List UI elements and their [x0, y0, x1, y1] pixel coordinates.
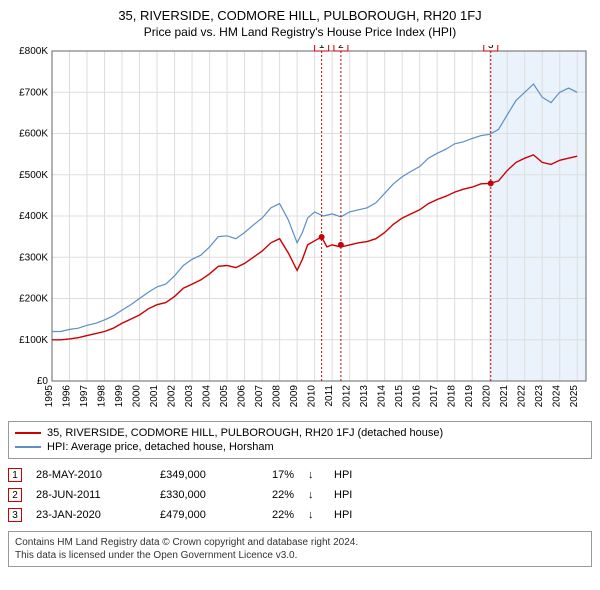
svg-text:2003: 2003	[184, 385, 195, 408]
svg-text:2021: 2021	[499, 385, 510, 408]
svg-text:£400K: £400K	[19, 211, 48, 222]
event-row: 2 28-JUN-2011 £330,000 22% ↓ HPI	[8, 485, 592, 505]
line-chart-svg: £0£100K£200K£300K£400K£500K£600K£700K£80…	[8, 45, 592, 415]
svg-text:£300K: £300K	[19, 252, 48, 263]
event-price: £349,000	[160, 469, 240, 481]
legend-item: HPI: Average price, detached house, Hors…	[15, 440, 585, 454]
svg-text:1995: 1995	[44, 385, 55, 408]
chart-subtitle: Price paid vs. HM Land Registry's House …	[8, 25, 592, 39]
svg-text:£700K: £700K	[19, 87, 48, 98]
svg-text:2018: 2018	[447, 385, 458, 408]
svg-text:2025: 2025	[569, 385, 580, 408]
legend-item: 35, RIVERSIDE, CODMORE HILL, PULBOROUGH,…	[15, 426, 585, 440]
svg-text:1997: 1997	[79, 385, 90, 408]
legend: 35, RIVERSIDE, CODMORE HILL, PULBOROUGH,…	[8, 421, 592, 459]
event-price: £330,000	[160, 489, 240, 501]
legend-label: 35, RIVERSIDE, CODMORE HILL, PULBOROUGH,…	[47, 427, 443, 439]
event-date: 28-MAY-2010	[36, 469, 146, 481]
svg-text:2011: 2011	[324, 385, 335, 407]
svg-text:2006: 2006	[237, 385, 248, 408]
event-suffix: HPI	[334, 469, 352, 481]
event-marker: 3	[8, 508, 22, 522]
svg-text:1996: 1996	[62, 385, 73, 408]
chart-title: 35, RIVERSIDE, CODMORE HILL, PULBOROUGH,…	[8, 8, 592, 23]
svg-text:£800K: £800K	[19, 46, 48, 57]
chart-area: £0£100K£200K£300K£400K£500K£600K£700K£80…	[8, 45, 592, 415]
event-pct: 17%	[254, 469, 294, 481]
svg-text:1: 1	[319, 45, 325, 51]
svg-text:£600K: £600K	[19, 129, 48, 140]
events-table: 1 28-MAY-2010 £349,000 17% ↓ HPI 2 28-JUN-2011 £…	[8, 465, 592, 525]
svg-text:2024: 2024	[552, 385, 563, 408]
svg-text:2010: 2010	[307, 385, 318, 408]
svg-text:1998: 1998	[97, 385, 108, 408]
svg-text:2012: 2012	[342, 385, 353, 408]
event-suffix: HPI	[334, 509, 352, 521]
down-arrow-icon: ↓	[308, 489, 320, 501]
event-marker: 1	[8, 468, 22, 482]
svg-text:£100K: £100K	[19, 335, 48, 346]
event-suffix: HPI	[334, 489, 352, 501]
svg-text:2016: 2016	[412, 385, 423, 408]
svg-text:2022: 2022	[517, 385, 528, 408]
svg-text:2007: 2007	[254, 385, 265, 408]
svg-text:2000: 2000	[132, 385, 143, 408]
svg-text:2023: 2023	[534, 385, 545, 408]
svg-text:2002: 2002	[167, 385, 178, 408]
footer-line: This data is licensed under the Open Gov…	[15, 549, 585, 562]
event-marker: 2	[8, 488, 22, 502]
legend-label: HPI: Average price, detached house, Hors…	[47, 441, 274, 453]
svg-text:2009: 2009	[289, 385, 300, 408]
svg-text:1999: 1999	[114, 385, 125, 408]
svg-text:2008: 2008	[272, 385, 283, 408]
svg-text:2019: 2019	[464, 385, 475, 408]
svg-text:£500K: £500K	[19, 170, 48, 181]
svg-text:2017: 2017	[429, 385, 440, 408]
svg-text:2014: 2014	[377, 385, 388, 408]
event-date: 23-JAN-2020	[36, 509, 146, 521]
svg-text:2001: 2001	[149, 385, 160, 408]
svg-text:2005: 2005	[219, 385, 230, 408]
legend-swatch	[15, 432, 41, 434]
event-row: 3 23-JAN-2020 £479,000 22% ↓ HPI	[8, 505, 592, 525]
down-arrow-icon: ↓	[308, 509, 320, 521]
down-arrow-icon: ↓	[308, 469, 320, 481]
svg-text:3: 3	[488, 45, 494, 51]
footer-line: Contains HM Land Registry data © Crown c…	[15, 536, 585, 549]
event-date: 28-JUN-2011	[36, 489, 146, 501]
svg-text:2004: 2004	[202, 385, 213, 408]
svg-text:£200K: £200K	[19, 294, 48, 305]
svg-text:2020: 2020	[482, 385, 493, 408]
legend-swatch	[15, 446, 41, 448]
event-pct: 22%	[254, 509, 294, 521]
svg-text:2015: 2015	[394, 385, 405, 408]
attribution-footer: Contains HM Land Registry data © Crown c…	[8, 531, 592, 567]
event-row: 1 28-MAY-2010 £349,000 17% ↓ HPI	[8, 465, 592, 485]
event-price: £479,000	[160, 509, 240, 521]
event-pct: 22%	[254, 489, 294, 501]
svg-text:2013: 2013	[359, 385, 370, 408]
svg-text:2: 2	[338, 45, 344, 51]
